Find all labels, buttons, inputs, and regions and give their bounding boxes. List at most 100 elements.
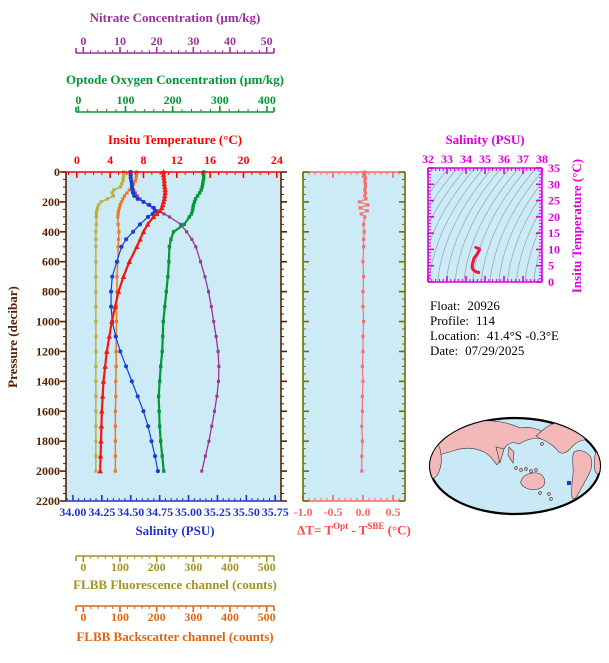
tick-label: 10 <box>548 242 560 256</box>
ts-temperature-axis-title-text: Insitu Temperature (°C) <box>569 158 584 294</box>
tick-label: 1600 <box>36 404 60 418</box>
tick-label: 34 <box>460 152 472 166</box>
tick-label: 35.00 <box>175 505 202 519</box>
tick-label: 200 <box>148 560 166 574</box>
float-id-value: 20926 <box>467 298 500 313</box>
tick-label: 34.00 <box>59 505 86 519</box>
tick-label: 34.75 <box>146 505 173 519</box>
oxygen-axis-title: Optode Oxygen Concentration (µm/kg) <box>0 72 350 88</box>
location-line: Location: 41.4°S -0.3°E <box>430 328 559 343</box>
tick-label: 2000 <box>36 464 60 478</box>
tick-label: 300 <box>184 560 202 574</box>
tick-label: 400 <box>221 610 239 624</box>
temperature-axis-title: Insitu Temperature (°C) <box>0 132 350 148</box>
delta-t-axis-title: ΔT= TOpt - TSBE (°C) <box>264 521 444 538</box>
profile-line: Profile: 114 <box>430 313 559 328</box>
profile-label: Profile: <box>430 313 469 328</box>
pressure-axis-title: Pressure (decibar) <box>5 257 21 417</box>
tick-label: 35.25 <box>204 505 231 519</box>
delta-title-mid: - T <box>348 522 368 538</box>
tick-label: 8 <box>141 153 147 167</box>
series-delta-t <box>357 170 370 473</box>
tick-label: 0.5 <box>386 505 401 519</box>
nitrate-axis-title: Nitrate Concentration (µm/kg) <box>0 10 350 26</box>
tick-label: 500 <box>258 560 276 574</box>
delta-title-sup-opt: Opt <box>333 521 349 531</box>
world-map <box>428 416 602 516</box>
float-id-line: Float: 20926 <box>430 298 559 313</box>
series-fluorescence <box>94 170 126 473</box>
tick-label: 0 <box>80 34 86 48</box>
series-temperature <box>97 168 168 474</box>
salinity-axis-title: Salinity (PSU) <box>0 523 350 539</box>
tick-label: 1000 <box>36 315 60 329</box>
tick-label: 15 <box>548 226 560 240</box>
ts-salinity-axis-title-text: Salinity (PSU) <box>445 132 525 147</box>
salinity-axis-title-text: Salinity (PSU) <box>135 523 215 538</box>
tick-label: 12 <box>171 153 183 167</box>
tick-label: 0 <box>80 610 86 624</box>
tick-label: 33 <box>441 152 453 166</box>
tick-label: -1.0 <box>294 505 313 519</box>
tick-label: 200 <box>42 195 60 209</box>
pressure-axis-title-text: Pressure (decibar) <box>5 286 20 388</box>
tick-label: 4 <box>107 153 113 167</box>
tick-label: 400 <box>221 560 239 574</box>
tick-label: 1800 <box>36 434 60 448</box>
tick-label: 1400 <box>36 374 60 388</box>
fluorescence-axis-title: FLBB Fluorescence channel (counts) <box>0 577 350 593</box>
temperature-axis-title-text: Insitu Temperature (°C) <box>107 132 243 147</box>
tick-label: 0 <box>75 93 81 107</box>
tick-label: 24 <box>271 153 283 167</box>
tick-label: 20 <box>238 153 250 167</box>
delta-title-prefix: ΔT= T <box>297 522 334 538</box>
tick-label: 35.50 <box>233 505 260 519</box>
tick-label: 100 <box>111 560 129 574</box>
ts-salinity-axis-title: Salinity (PSU) <box>420 132 550 148</box>
tick-label: 600 <box>42 255 60 269</box>
tick-label: 100 <box>117 93 135 107</box>
profile-value: 114 <box>476 313 496 328</box>
tick-label: 20 <box>151 34 163 48</box>
tick-label: 0 <box>80 560 86 574</box>
tick-label: 10 <box>114 34 126 48</box>
tick-label: 40 <box>224 34 236 48</box>
delta-title-suffix: (°C) <box>384 522 411 538</box>
tick-label: 36 <box>498 152 510 166</box>
tick-label: 5 <box>548 259 554 273</box>
date-value: 07/29/2025 <box>465 343 525 358</box>
tick-label: 34.25 <box>88 505 115 519</box>
tick-label: 30 <box>548 177 560 191</box>
tick-label: 0 <box>54 165 60 179</box>
float-id-label: Float: <box>430 298 461 313</box>
series-salinity <box>108 169 160 474</box>
tick-label: 0 <box>74 153 80 167</box>
tick-label: 2200 <box>36 494 60 508</box>
profile-series <box>94 168 221 474</box>
tick-label: 38 <box>536 152 548 166</box>
tick-label: 800 <box>42 285 60 299</box>
delta-title-sup-sbe: SBE <box>367 521 385 531</box>
backscatter-axis-title-text: FLBB Backscatter channel (counts) <box>76 629 274 644</box>
location-value: 41.4°S -0.3°E <box>486 328 559 343</box>
tick-label: 500 <box>258 610 276 624</box>
backscatter-axis-title: FLBB Backscatter channel (counts) <box>0 629 350 645</box>
tick-label: 50 <box>261 34 273 48</box>
tick-label: 300 <box>211 93 229 107</box>
oxygen-axis-title-text: Optode Oxygen Concentration (µm/kg) <box>65 72 284 87</box>
location-label: Location: <box>430 328 480 343</box>
tick-label: 400 <box>42 225 60 239</box>
date-label: Date: <box>430 343 459 358</box>
tick-label: 32 <box>422 152 434 166</box>
tick-label: 35 <box>548 161 560 175</box>
tick-label: 20 <box>548 210 560 224</box>
nitrate-axis-title-text: Nitrate Concentration (µm/kg) <box>89 10 261 25</box>
tick-label: 0 <box>548 275 554 289</box>
tick-label: 1200 <box>36 344 60 358</box>
tick-label: 35 <box>479 152 491 166</box>
tick-label: 300 <box>184 610 202 624</box>
fluorescence-axis-title-text: FLBB Fluorescence channel (counts) <box>73 577 277 592</box>
